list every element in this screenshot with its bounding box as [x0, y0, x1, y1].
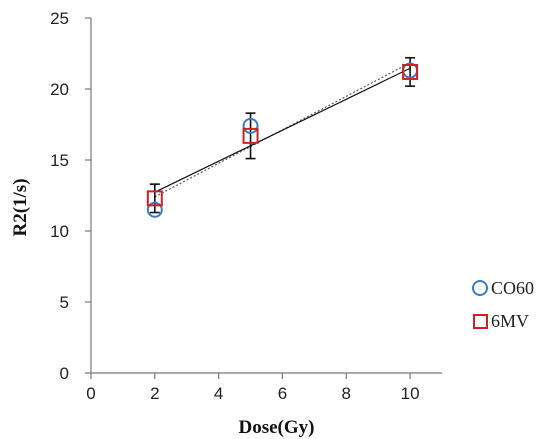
point-6mv — [242, 127, 259, 144]
axes: 0 5 10 15 20 25 0 2 4 6 8 10 — [50, 9, 442, 403]
x-tick-label: 0 — [86, 384, 95, 403]
x-tick-label: 6 — [278, 384, 287, 403]
error-bars — [149, 56, 416, 214]
legend: CO60 6MV — [472, 278, 534, 331]
y-tick-label: 20 — [50, 80, 69, 99]
legend-marker-co60 — [472, 280, 488, 296]
y-tick-label: 15 — [50, 151, 69, 170]
y-tick-label: 0 — [60, 364, 69, 383]
point-6mv — [402, 63, 419, 80]
legend-marker-6mv — [473, 314, 488, 329]
legend-label-6mv: 6MV — [491, 311, 529, 331]
y-tick-label: 10 — [50, 222, 69, 241]
point-6mv — [146, 190, 163, 207]
legend-label-co60: CO60 — [491, 278, 534, 298]
x-tick-label: 2 — [150, 384, 159, 403]
x-tick-label: 8 — [342, 384, 351, 403]
x-tick-label: 4 — [214, 384, 223, 403]
y-tick-label: 25 — [50, 9, 69, 28]
data-points — [146, 62, 419, 218]
point-co60 — [242, 117, 259, 134]
x-tick-label: 10 — [401, 384, 420, 403]
trendlines — [154, 62, 411, 198]
trendline-6mv — [154, 67, 411, 193]
point-co60 — [146, 201, 163, 218]
y-tick-label: 5 — [60, 293, 69, 312]
x-axis-title: Dose(Gy) — [239, 417, 315, 438]
y-axis-title: R2(1/s) — [10, 178, 31, 236]
